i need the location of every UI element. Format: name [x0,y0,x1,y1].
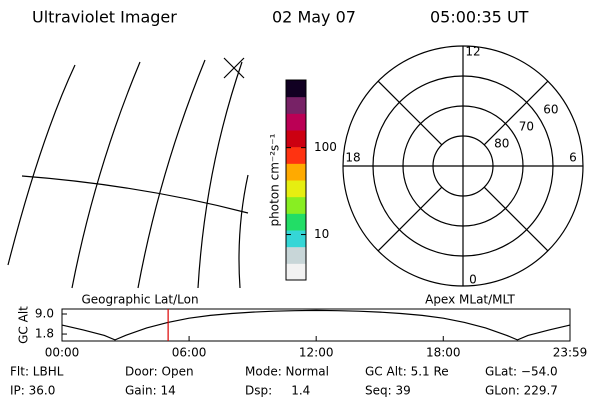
status-field: Seq: 39 [365,384,411,398]
colorbar-segment [286,130,306,148]
colorbar-segment [286,196,306,214]
polar-ring-label: 80 [494,137,509,151]
mlt-label: 12 [465,45,480,59]
polar-diagonal [377,80,443,146]
alt-y-tick-label: 1.8 [35,327,54,341]
polar-diagonal [483,186,549,252]
alt-x-tick-label: 12:00 [299,346,334,360]
mlt-label: 0 [469,273,477,287]
colorbar-segment [286,263,306,281]
alt-x-tick-label: 23:59 [553,346,588,360]
geo-grid [7,57,249,289]
colorbar-segment [286,80,306,98]
colorbar-segment [286,180,306,198]
colorbar-frame [285,79,307,281]
colorbar-segment [286,230,306,248]
status-field: Flt: LBHL [10,365,64,379]
colorbar-segment [286,113,306,131]
alt-curve [61,309,571,341]
left-panel-label: Geographic Lat/Lon [81,293,198,307]
polar-diagonal [483,80,549,146]
alt-label: GC Alt [17,306,31,344]
polar-diagonal [377,186,443,252]
alt-y-tick-label: 9.0 [35,307,54,321]
mlt-label: 18 [345,151,360,165]
alt-x-tick-label: 18:00 [426,346,461,360]
status-field: IP: 36.0 [10,384,55,398]
date: 02 May 07 [272,8,356,27]
colorbar-segment [286,163,306,181]
time: 05:00:35 UT [430,8,529,27]
alt-x-tick-label: 00:00 [45,346,80,360]
colorbar-label: photon cm⁻²s⁻¹ [268,133,282,226]
status-field: GLat: −54.0 [485,365,558,379]
colorbar-segment [286,246,306,264]
status-field: Mode: Normal [245,365,329,379]
right-panel-label: Apex MLat/MLT [425,293,515,307]
status-field: Gain: 14 [125,384,176,398]
instrument: Ultraviolet Imager [32,8,177,27]
polar-ring-label: 60 [543,102,558,116]
colorbar-segment [286,96,306,114]
status-field: Dsp: 1.4 [245,384,310,398]
colorbar-tick-label: 10 [314,227,329,241]
colorbar-segment [286,146,306,164]
status-field: Door: Open [125,365,194,379]
mlt-label: 6 [569,151,577,165]
status-field: GLon: 229.7 [485,384,558,398]
alt-x-tick-label: 06:00 [172,346,207,360]
colorbar-tick-label: 100 [314,140,337,154]
status-field: GC Alt: 5.1 Re [365,365,449,379]
polar-ring-label: 70 [519,119,534,133]
colorbar-segment [286,213,306,231]
